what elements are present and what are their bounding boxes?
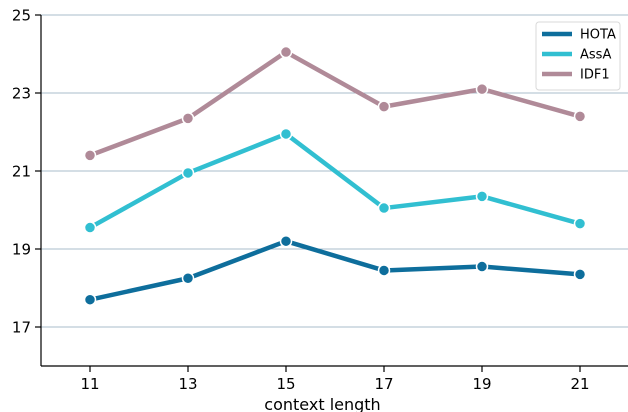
x-tick-label: 11 <box>80 375 99 393</box>
x-axis-label: context length <box>264 395 380 412</box>
series-line-hota <box>87 238 583 302</box>
y-tick-label: 21 <box>12 163 31 181</box>
x-tick-label: 19 <box>472 375 491 393</box>
data-point-assa <box>279 127 293 141</box>
x-tick-label: 17 <box>374 375 393 393</box>
data-point-idf1 <box>181 112 195 125</box>
x-tick-label: 21 <box>570 375 589 393</box>
legend-label-assa: AssA <box>580 48 611 63</box>
x-tick-label: 15 <box>276 375 295 393</box>
y-tick-label: 17 <box>12 319 31 337</box>
legend-label-idf1: IDF1 <box>580 68 610 83</box>
data-point-assa <box>475 190 489 203</box>
x-tick-label: 13 <box>178 375 197 393</box>
data-point-idf1 <box>573 110 587 123</box>
data-point-assa <box>573 217 587 230</box>
data-point-hota <box>83 293 97 306</box>
y-tick-label: 25 <box>12 7 31 25</box>
legend-label-hota: HOTA <box>580 28 616 43</box>
axes: 17 19 21 23 25 11 13 15 17 19 21 <box>12 7 628 393</box>
data-point-idf1 <box>475 82 489 96</box>
y-tick-label: 19 <box>12 241 31 259</box>
data-point-idf1 <box>83 149 97 162</box>
data-point-idf1 <box>279 45 293 59</box>
data-point-assa <box>83 221 97 234</box>
series-line-idf1 <box>87 49 583 158</box>
data-point-assa <box>377 201 391 215</box>
legend: HOTA AssA IDF1 <box>535 21 621 91</box>
data-point-assa <box>181 166 195 180</box>
data-point-hota <box>279 234 293 248</box>
data-point-hota <box>573 268 587 281</box>
y-tick-label: 23 <box>12 85 31 103</box>
data-point-idf1 <box>377 100 391 113</box>
series-points <box>83 45 587 306</box>
series-lines <box>87 49 583 302</box>
data-point-hota <box>475 260 489 273</box>
series-line-assa <box>87 131 583 230</box>
data-point-hota <box>377 264 391 277</box>
data-point-hota <box>181 272 195 285</box>
